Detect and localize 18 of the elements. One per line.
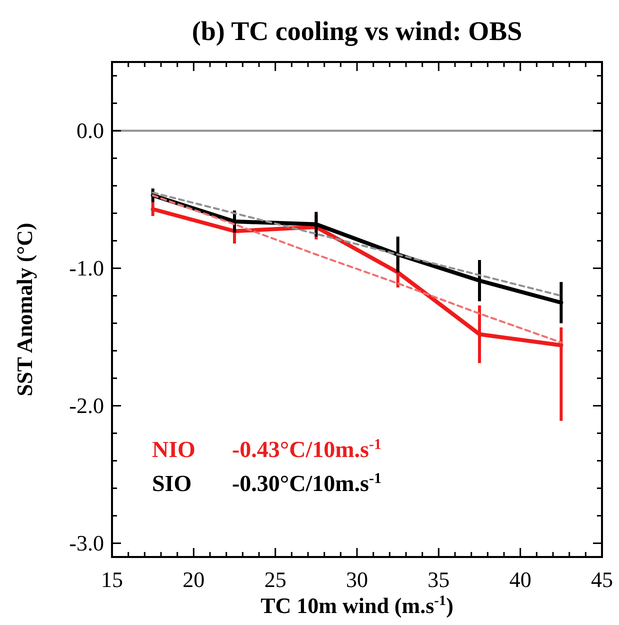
y-tick-label: 0.0: [76, 118, 104, 143]
y-tick-label: -1.0: [69, 255, 104, 280]
annotation: -0.43°C/10m.s$^{-1}$: [232, 437, 382, 462]
x-tick-label: 30: [346, 567, 368, 592]
x-tick-label: 20: [182, 567, 205, 592]
x-tick-label: 25: [264, 567, 286, 592]
text: SIO: [152, 471, 192, 496]
annotation: -0.30°C/10m.s$^{-1}$: [232, 471, 382, 496]
x-tick-label: 40: [509, 567, 532, 592]
y-tick-label: -3.0: [69, 530, 104, 556]
chart-title: (b) TC cooling vs wind: OBS: [192, 16, 522, 46]
x-tick-label: 15: [101, 567, 123, 592]
x-tick-label: 35: [428, 567, 450, 592]
y-tick-label: -2.0: [69, 392, 104, 418]
x-axis-title: TC 10m wind (m.s$^{-1}$): [260, 593, 454, 618]
y-axis-title: SST Anomaly (°C): [12, 222, 37, 396]
text: NIO: [152, 437, 196, 462]
x-tick-label: 45: [591, 567, 613, 592]
